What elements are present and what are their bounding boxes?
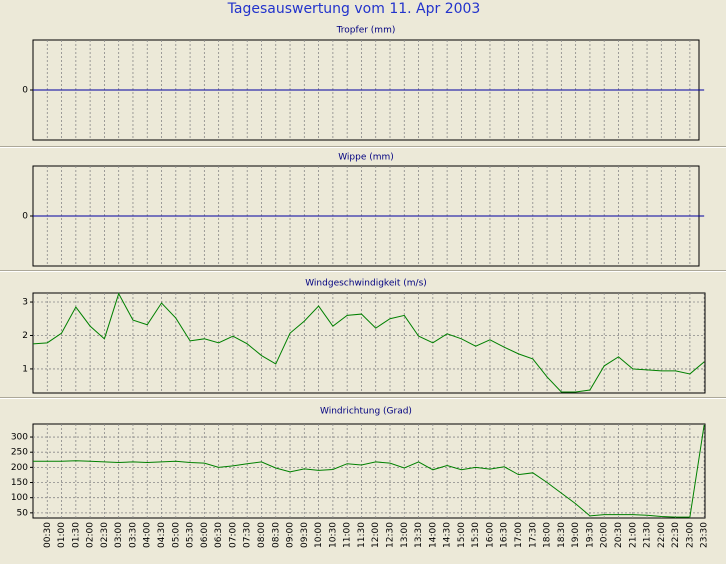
x-tick-label: 13:30: [414, 522, 424, 548]
x-tick-label: 10:00: [314, 522, 324, 548]
x-tick-label: 20:00: [600, 522, 610, 548]
x-tick-label: 01:00: [57, 522, 67, 548]
x-tick-label: 05:30: [186, 522, 196, 548]
y-tick-label: 0: [22, 212, 28, 222]
x-tick-label: 19:30: [585, 522, 595, 548]
x-tick-label: 01:30: [71, 522, 81, 548]
y-tick-label: 3: [22, 298, 28, 308]
x-tick-label: 17:00: [514, 522, 524, 548]
x-tick-label: 05:00: [171, 522, 181, 548]
panel-separators: [0, 146, 726, 398]
x-tick-label: 18:00: [543, 522, 553, 548]
x-tick-label: 02:00: [86, 522, 96, 548]
x-tick-label: 02:30: [100, 522, 110, 548]
x-tick-label: 10:30: [328, 522, 338, 548]
x-tick-label: 19:00: [571, 522, 581, 548]
panel-title: Windrichtung (Grad): [320, 407, 412, 417]
y-tick-label: 200: [11, 463, 28, 473]
data-line: [32, 292, 705, 393]
x-tick-label: 18:30: [557, 522, 567, 548]
x-tick-label: 09:00: [286, 522, 296, 548]
x-tick-label: 20:30: [614, 522, 624, 548]
x-tick-label: 22:00: [657, 522, 667, 548]
x-tick-label: 21:00: [628, 522, 638, 548]
panel-title: Windgeschwindigkeit (m/s): [305, 279, 427, 289]
x-tick-label: 13:00: [400, 522, 410, 548]
x-tick-label: 08:30: [271, 522, 281, 548]
x-tick-label: 11:00: [343, 522, 353, 548]
y-tick-label: 150: [11, 478, 28, 488]
y-tick-label: 2: [22, 331, 28, 341]
x-tick-label: 15:30: [471, 522, 481, 548]
x-tick-label: 03:00: [114, 522, 124, 548]
x-tick-label: 14:00: [428, 522, 438, 548]
x-tick-label: 21:30: [643, 522, 653, 548]
x-tick-label: 03:30: [128, 522, 138, 548]
page-title: Tagesauswertung vom 11. Apr 2003: [227, 1, 481, 17]
x-tick-label: 12:00: [371, 522, 381, 548]
panel-title: Tropfer (mm): [336, 26, 396, 36]
x-tick-label: 12:30: [386, 522, 396, 548]
x-tick-label: 23:00: [685, 522, 695, 548]
x-tick-label: 16:30: [500, 522, 510, 548]
x-tick-label: 04:00: [143, 522, 153, 548]
y-tick-label: 100: [11, 493, 28, 503]
x-tick-label: 17:30: [528, 522, 538, 548]
x-tick-label: 14:30: [443, 522, 453, 548]
y-tick-label: 300: [11, 433, 28, 443]
x-tick-label: 04:30: [157, 522, 167, 548]
panel-separators-light: [0, 147, 726, 399]
y-tick-label: 250: [11, 448, 28, 458]
x-tick-label: 07:00: [228, 522, 238, 548]
plot-area: [32, 292, 706, 394]
y-tick-label: 0: [22, 86, 28, 96]
data-line: [33, 424, 705, 518]
x-tick-label: 16:00: [485, 522, 495, 548]
y-tick-label: 50: [17, 508, 29, 518]
y-tick-label: 1: [22, 364, 28, 374]
x-tick-label: 15:00: [457, 522, 467, 548]
x-tick-label: 09:30: [300, 522, 310, 548]
x-tick-label: 11:30: [357, 522, 367, 548]
x-tick-label: 07:30: [243, 522, 253, 548]
x-tick-label: 08:00: [257, 522, 267, 548]
x-tick-label: 22:30: [671, 522, 681, 548]
plot-area: [32, 423, 706, 519]
x-tick-label: 23:30: [700, 522, 710, 548]
x-tick-label: 06:00: [200, 522, 210, 548]
x-tick-label: 06:30: [214, 522, 224, 548]
x-tick-label: 00:30: [43, 522, 53, 548]
panel-title: Wippe (mm): [338, 153, 394, 163]
